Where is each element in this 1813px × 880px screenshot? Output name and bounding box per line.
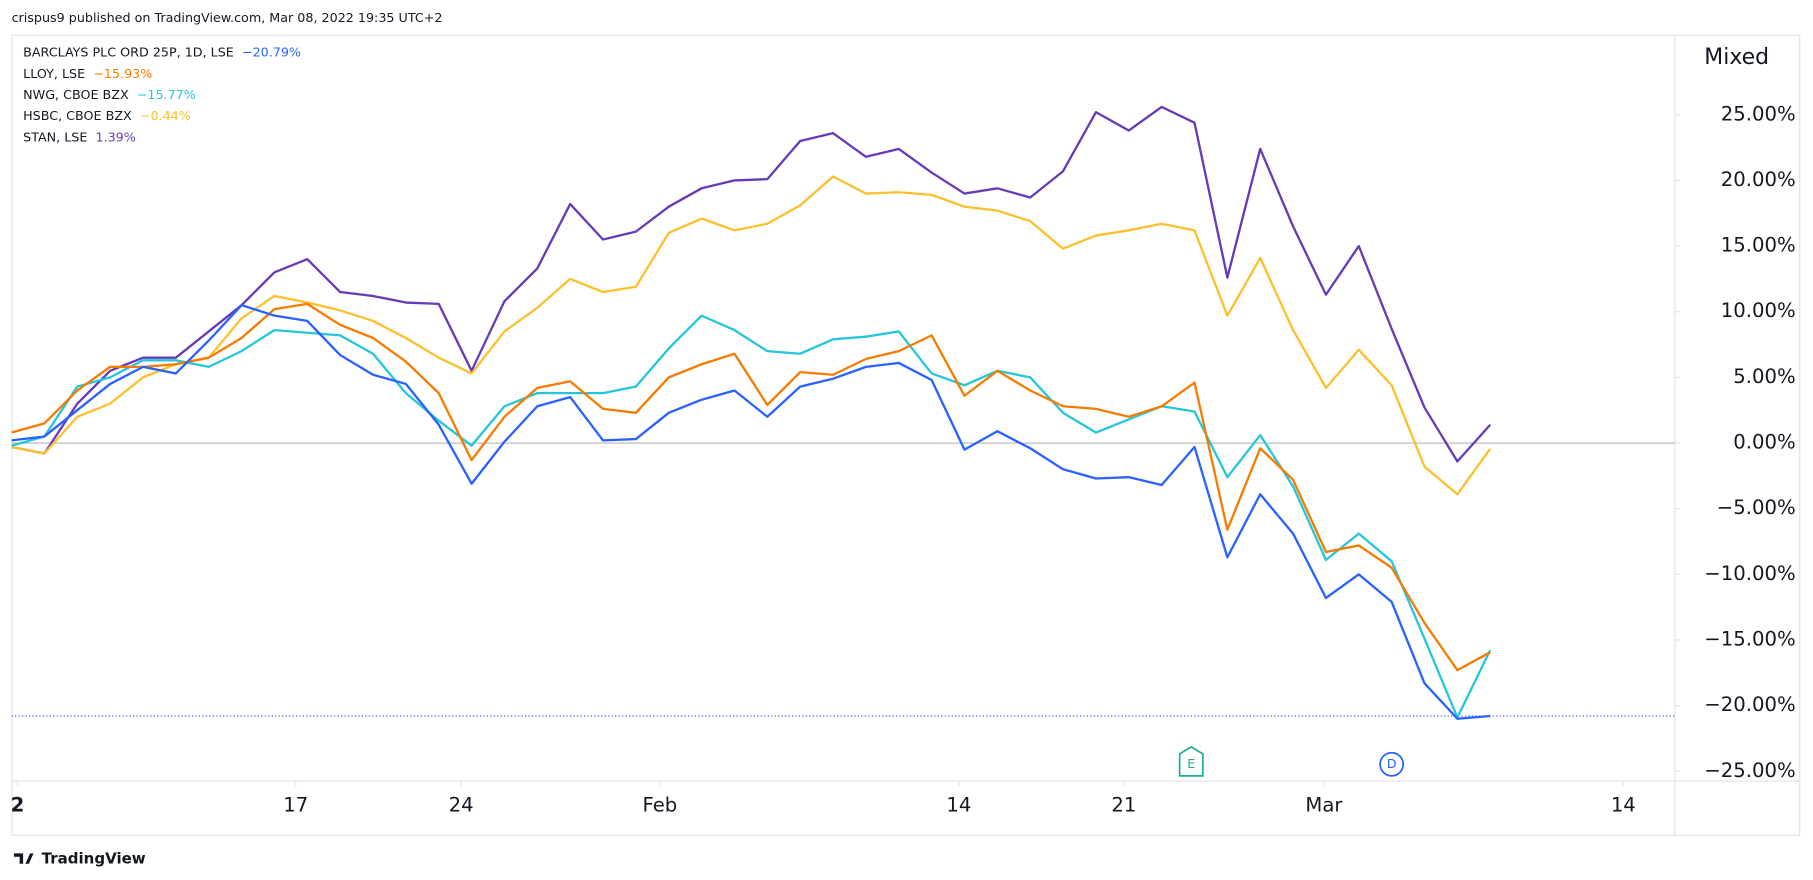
series-line bbox=[11, 105, 1492, 463]
y-tick-label: 10.00% bbox=[1721, 299, 1796, 322]
y-tick-label: 5.00% bbox=[1733, 365, 1795, 388]
y-tick-label: 15.00% bbox=[1721, 234, 1796, 257]
series-line bbox=[11, 304, 1491, 720]
event-marker: E bbox=[1178, 745, 1204, 777]
y-tick-label: −20.00% bbox=[1704, 693, 1795, 716]
frame bbox=[11, 34, 1801, 836]
y-tick-label: 20.00% bbox=[1721, 168, 1796, 191]
x-tick-label: 14 bbox=[946, 793, 971, 816]
series-line bbox=[11, 302, 1491, 672]
x-tick-label: 24 bbox=[449, 793, 474, 816]
x-tick-label: Mar bbox=[1305, 793, 1343, 816]
legend-name: BARCLAYS PLC ORD 25P, 1D, LSE bbox=[23, 45, 234, 60]
series-line bbox=[11, 314, 1492, 719]
series-line bbox=[11, 175, 1492, 496]
legend-name: NWG, CBOE BZX bbox=[23, 87, 129, 102]
event-label: D bbox=[1387, 756, 1397, 771]
y-tick-label: −15.00% bbox=[1704, 627, 1795, 650]
legend-change: −20.79% bbox=[242, 45, 301, 60]
x-tick-label: 14 bbox=[1611, 793, 1636, 816]
x-tick-label: Feb bbox=[642, 793, 677, 816]
y-tick-label: 0.00% bbox=[1733, 431, 1795, 454]
legend-change: −0.44% bbox=[140, 108, 191, 123]
event-label: E bbox=[1187, 756, 1195, 771]
legend-name: STAN, LSE bbox=[23, 129, 87, 144]
legend-name: HSBC, CBOE BZX bbox=[23, 108, 132, 123]
event-marker: D bbox=[1379, 751, 1405, 777]
legend-change: −15.93% bbox=[93, 66, 152, 81]
event-badge bbox=[1379, 751, 1405, 777]
y-tick-label: 25.00% bbox=[1721, 102, 1796, 125]
legend-name: LLOY, LSE bbox=[23, 66, 85, 81]
header: crispus9 published on TradingView.com, M… bbox=[12, 10, 443, 25]
scale-mode[interactable]: Mixed bbox=[1704, 45, 1769, 70]
legend-change: 1.39% bbox=[95, 129, 135, 144]
logo bbox=[13, 853, 34, 864]
scale-mode-button[interactable] bbox=[1697, 41, 1776, 74]
x-tick-label: 21 bbox=[1111, 793, 1136, 816]
y-tick-label: −10.00% bbox=[1704, 562, 1795, 585]
y-tick-label: −25.00% bbox=[1704, 759, 1795, 782]
footer: TradingView bbox=[42, 850, 146, 868]
x-tick-label: 2 bbox=[11, 793, 25, 816]
y-tick-label: −5.00% bbox=[1717, 496, 1796, 519]
legend-change: −15.77% bbox=[137, 87, 196, 102]
event-badge bbox=[1178, 745, 1204, 777]
x-tick-label: 17 bbox=[283, 793, 308, 816]
